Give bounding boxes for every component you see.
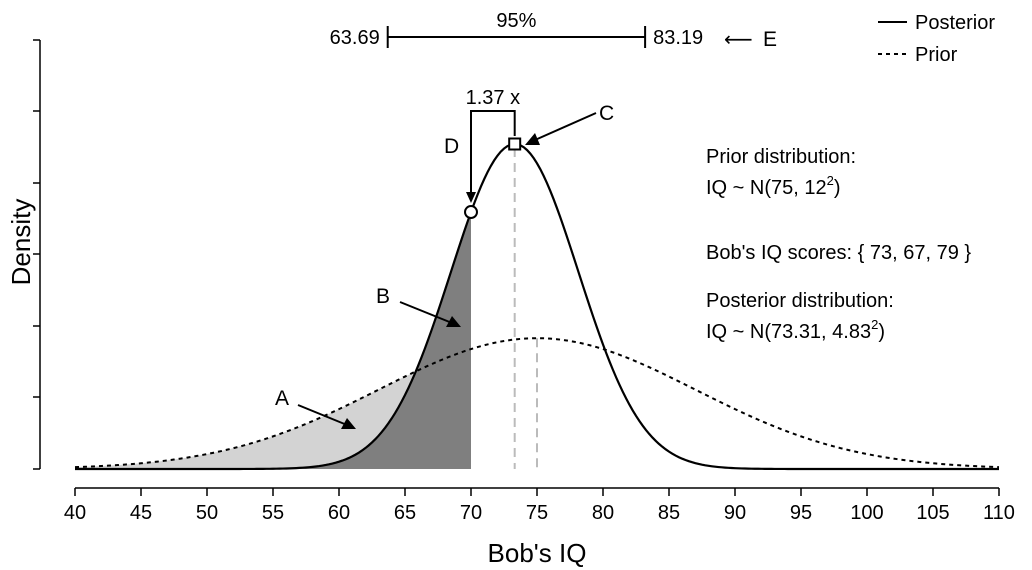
x-tick-label: 100 (850, 502, 883, 524)
x-tick-label: 65 (394, 502, 416, 524)
arrow-c-head (525, 133, 540, 145)
region-b-posterior-tail (75, 212, 471, 469)
letter-a: A (275, 387, 289, 410)
x-tick-label: 55 (262, 502, 284, 524)
region-a-prior-tail (75, 349, 471, 469)
x-tick-label: 80 (592, 502, 614, 524)
prior-heading: Prior distribution: (706, 146, 856, 168)
posterior-formula: IQ ~ N(73.31, 4.832) (706, 317, 885, 343)
credible-interval: 95% 63.69 83.19 ⟵ E (330, 10, 777, 51)
ratio-bracket: 1.37 x D (444, 87, 520, 204)
posterior-curve (75, 142, 999, 471)
ratio-label: 1.37 x (466, 87, 520, 109)
x-tick-label: 95 (790, 502, 812, 524)
x-tick-label: 90 (724, 502, 746, 524)
x-tick-label: 70 (460, 502, 482, 524)
x-axis-title: Bob's IQ (488, 538, 587, 568)
scores-line: Bob's IQ scores: { 73, 67, 79 } (706, 242, 971, 264)
legend: Posterior Prior (878, 12, 995, 66)
arrow-a (297, 404, 348, 426)
legend-prior: Prior (915, 44, 958, 66)
posterior-at-70-marker (464, 205, 478, 220)
posterior-mode-marker (508, 137, 522, 151)
distribution-notes: Prior distribution: IQ ~ N(75, 122) Bob'… (706, 146, 971, 343)
arrow-b (399, 301, 453, 324)
x-tick-label: 75 (526, 502, 548, 524)
prior-curve (74, 337, 1000, 469)
arrow-a-head (341, 418, 356, 429)
letter-d: D (444, 135, 459, 158)
letter-c: C (599, 102, 614, 125)
x-tick-label: 50 (196, 502, 218, 524)
x-tick-label: 105 (916, 502, 949, 524)
x-tick-label: 85 (658, 502, 680, 524)
x-tick-label: 60 (328, 502, 350, 524)
x-axis: 40 45 50 55 60 65 70 75 80 85 90 95 100 105 110 (64, 487, 1015, 524)
x-tick-label: 45 (130, 502, 152, 524)
arrow-c (534, 112, 597, 141)
y-axis-title: Density (6, 199, 36, 286)
ci-upper-label: 83.19 (653, 27, 703, 49)
y-axis (33, 39, 41, 470)
prior-formula: IQ ~ N(75, 122) (706, 173, 841, 199)
legend-posterior: Posterior (915, 12, 995, 34)
x-tick-label: 110 (983, 502, 1015, 524)
ci-percent-label: 95% (496, 10, 536, 32)
arrow-e-glyph: ⟵ (724, 29, 753, 51)
x-tick-label: 40 (64, 502, 86, 524)
posterior-heading: Posterior distribution: (706, 290, 894, 312)
letter-b: B (376, 285, 390, 308)
letter-e: E (763, 28, 777, 51)
ci-lower-label: 63.69 (330, 27, 380, 49)
arrow-b-head (446, 316, 461, 327)
